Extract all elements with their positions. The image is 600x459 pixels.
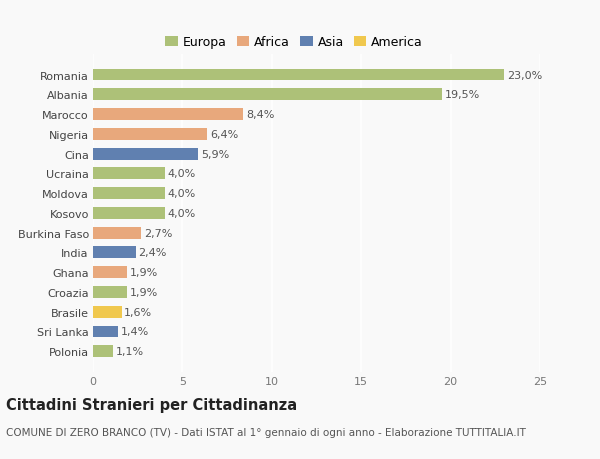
Text: 2,4%: 2,4% — [139, 248, 167, 258]
Text: 2,7%: 2,7% — [144, 228, 172, 238]
Text: COMUNE DI ZERO BRANCO (TV) - Dati ISTAT al 1° gennaio di ogni anno - Elaborazion: COMUNE DI ZERO BRANCO (TV) - Dati ISTAT … — [6, 427, 526, 437]
Bar — [93, 247, 136, 259]
Text: 4,0%: 4,0% — [167, 208, 196, 218]
Text: Cittadini Stranieri per Cittadinanza: Cittadini Stranieri per Cittadinanza — [6, 397, 297, 412]
Bar — [93, 89, 442, 101]
Text: 1,4%: 1,4% — [121, 327, 149, 337]
Text: 1,6%: 1,6% — [124, 307, 152, 317]
Bar — [93, 207, 164, 219]
Bar — [93, 129, 208, 140]
Bar — [93, 267, 127, 279]
Text: 23,0%: 23,0% — [507, 70, 542, 80]
Bar — [93, 148, 199, 160]
Bar — [93, 168, 164, 180]
Text: 4,0%: 4,0% — [167, 189, 196, 199]
Text: 6,4%: 6,4% — [210, 129, 238, 140]
Bar — [93, 188, 164, 200]
Bar — [93, 109, 243, 121]
Text: 1,1%: 1,1% — [115, 347, 143, 357]
Text: 1,9%: 1,9% — [130, 287, 158, 297]
Text: 19,5%: 19,5% — [445, 90, 479, 100]
Bar — [93, 306, 122, 318]
Bar — [93, 69, 504, 81]
Bar — [93, 346, 113, 358]
Text: 4,0%: 4,0% — [167, 169, 196, 179]
Bar — [93, 286, 127, 298]
Bar — [93, 227, 141, 239]
Text: 8,4%: 8,4% — [246, 110, 274, 120]
Legend: Europa, Africa, Asia, America: Europa, Africa, Asia, America — [165, 36, 423, 49]
Text: 5,9%: 5,9% — [201, 149, 229, 159]
Bar — [93, 326, 118, 338]
Text: 1,9%: 1,9% — [130, 268, 158, 278]
